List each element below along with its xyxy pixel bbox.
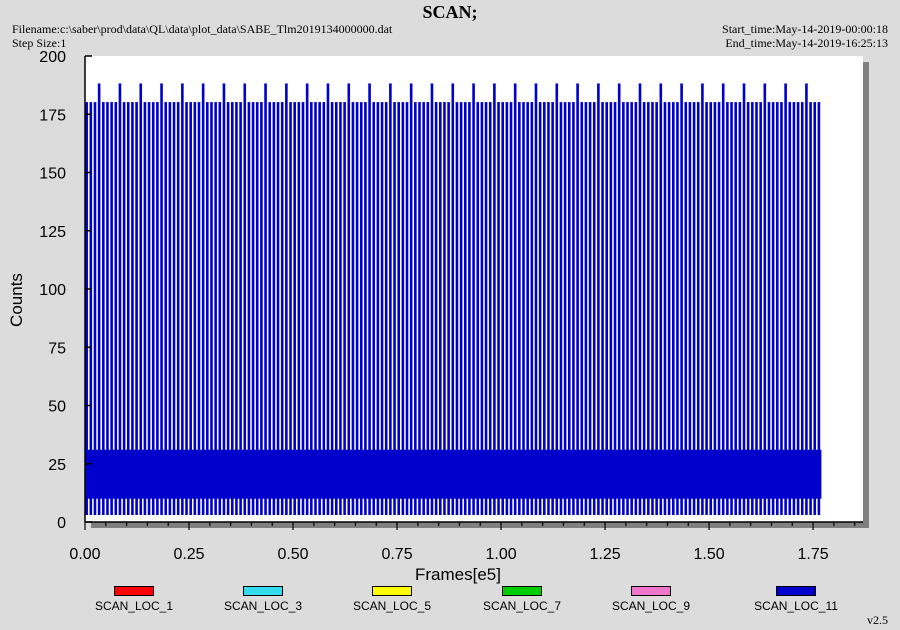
legend-label: SCAN_LOC_3 — [223, 599, 303, 613]
x-tick-label: 0.75 — [381, 546, 412, 563]
legend-swatch — [631, 586, 671, 596]
legend-item-scan-loc-11: SCAN_LOC_11 — [736, 586, 856, 613]
x-tick-label: 1.25 — [589, 546, 620, 563]
legend-item-scan-loc-7: SCAN_LOC_7 — [462, 586, 582, 613]
legend-item-scan-loc-3: SCAN_LOC_3 — [203, 586, 323, 613]
y-axis-label: Counts — [7, 273, 26, 327]
end-time-label: End_time:May-14-2019-16:25:13 — [725, 36, 888, 50]
y-tick-label: 150 — [39, 166, 66, 183]
filename-label: Filename:c:\saber\prod\data\QL\data\plot… — [12, 22, 393, 36]
y-tick-label: 0 — [57, 515, 66, 532]
legend-item-scan-loc-5: SCAN_LOC_5 — [332, 586, 452, 613]
start-time-label: Start_time:May-14-2019-00:00:18 — [722, 22, 888, 36]
y-tick-label: 100 — [39, 282, 66, 299]
x-tick-label: 0.00 — [69, 546, 100, 563]
y-tick-label: 175 — [39, 107, 66, 124]
legend-swatch — [776, 586, 816, 596]
legend-item-scan-loc-9: SCAN_LOC_9 — [591, 586, 711, 613]
legend-swatch — [372, 586, 412, 596]
legend-label: SCAN_LOC_5 — [352, 599, 432, 613]
x-tick-label: 1.50 — [693, 546, 724, 563]
series-layer — [85, 83, 822, 516]
file-info: Filename:c:\saber\prod\data\QL\data\plot… — [12, 22, 392, 50]
y-tick-label: 50 — [48, 399, 66, 416]
y-tick-label: 200 — [39, 49, 66, 66]
legend-item-scan-loc-1: SCAN_LOC_1 — [74, 586, 194, 613]
legend-label: SCAN_LOC_1 — [94, 599, 174, 613]
y-tick-label: 25 — [48, 457, 66, 474]
chart-title: SCAN; — [422, 2, 478, 22]
legend: SCAN_LOC_1 SCAN_LOC_3 SCAN_LOC_5 SCAN_LO… — [0, 586, 900, 616]
legend-swatch — [114, 586, 154, 596]
x-tick-label: 0.50 — [277, 546, 308, 563]
legend-label: SCAN_LOC_9 — [611, 599, 691, 613]
time-info: Start_time:May-14-2019-00:00:18 End_time… — [722, 22, 888, 50]
legend-swatch — [502, 586, 542, 596]
legend-label: SCAN_LOC_11 — [754, 599, 838, 613]
y-tick-label: 75 — [48, 340, 66, 357]
x-tick-label: 1.75 — [798, 546, 829, 563]
version-label: v2.5 — [867, 613, 888, 627]
legend-swatch — [243, 586, 283, 596]
axes-layer: 0 25 50 75 100 125 150 175 200 0.00 0.25 0.50 0.75 1.… — [39, 49, 863, 563]
x-tick-label: 0.25 — [173, 546, 204, 563]
x-tick-label: 1.00 — [485, 546, 516, 563]
legend-label: SCAN_LOC_7 — [482, 599, 562, 613]
x-axis-label: Frames[e5] — [415, 565, 501, 584]
step-size-label: Step Size:1 — [12, 36, 67, 50]
y-tick-label: 125 — [39, 224, 66, 241]
